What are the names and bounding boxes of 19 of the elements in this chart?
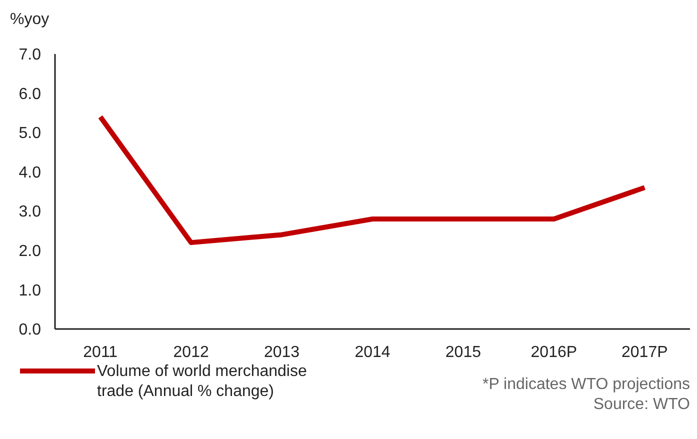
y-tick-label: 4.0	[18, 164, 42, 182]
y-tick-label: 7.0	[18, 46, 42, 64]
y-tick-label: 3.0	[18, 204, 42, 221]
x-tick-label: 2012	[173, 344, 209, 361]
x-tick-label: 2014	[354, 344, 390, 361]
text: *P indicates WTO projections	[482, 376, 690, 393]
x-tick-label: 2013	[264, 344, 300, 361]
legend-label: Volume of world merchandise trade (Annual % change)	[97, 363, 307, 400]
y-tick-label: 6.0	[18, 86, 42, 103]
x-tick-label: 2011	[83, 344, 118, 361]
y-tick-label: 1.0	[18, 282, 42, 300]
source-note: Source: WTO	[593, 396, 690, 413]
x-tick-label: 2017P	[622, 344, 668, 361]
x-tick-label: 2015	[445, 344, 482, 361]
y-tick-label: 0.0	[18, 322, 42, 339]
x-tick-label: 2016P	[530, 344, 578, 361]
y-axis-title: %yoy	[10, 11, 50, 28]
y-tick-label: 5.0	[18, 125, 42, 142]
y-tick-label: 2.0	[18, 243, 42, 260]
